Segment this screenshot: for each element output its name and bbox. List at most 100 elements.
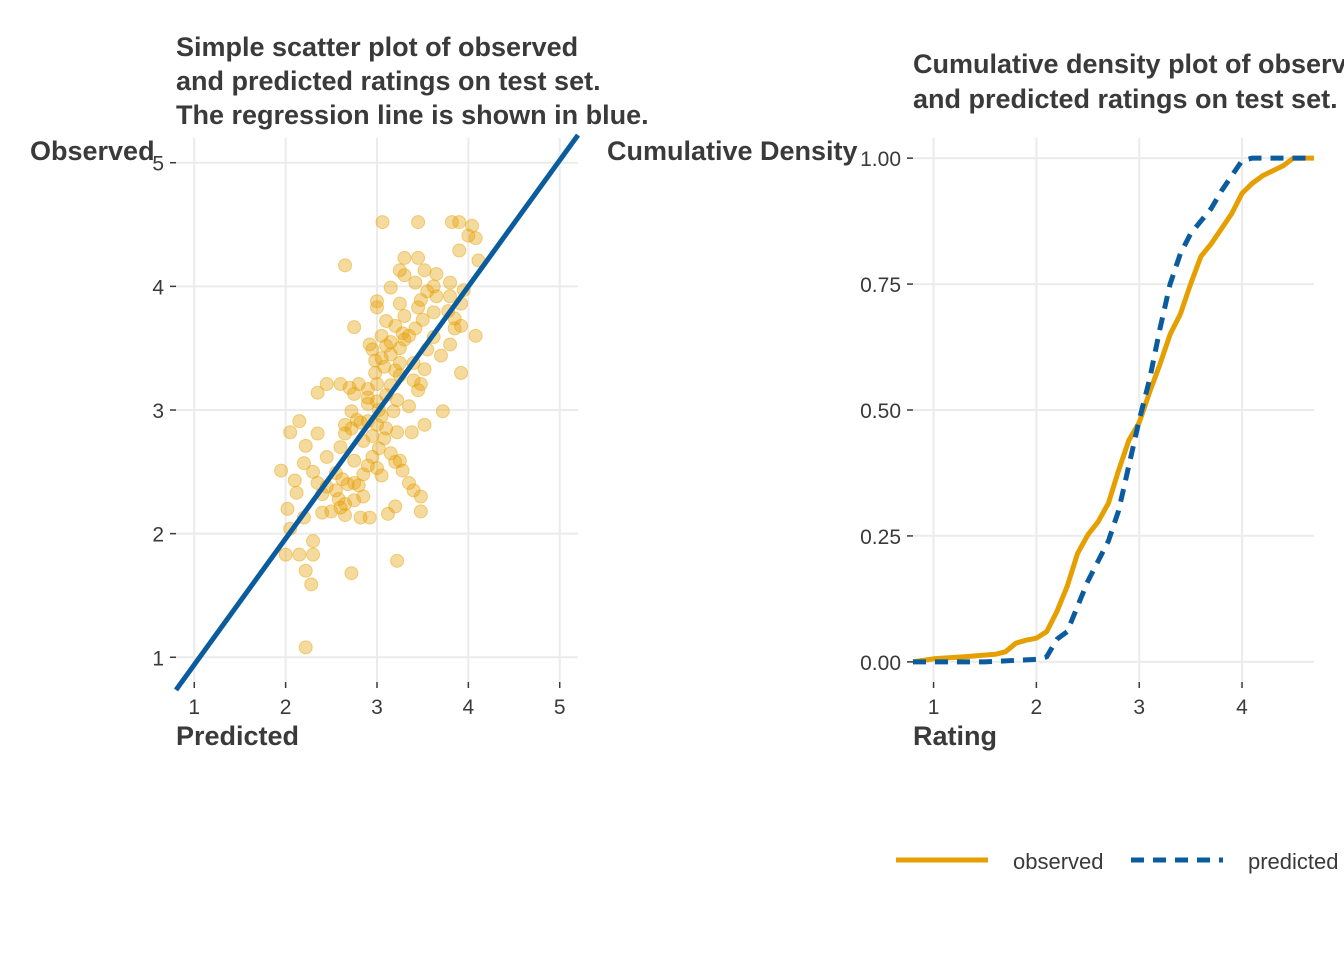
scatter-point	[377, 359, 392, 374]
scatter-point	[292, 547, 307, 562]
ecdf-y-tick-label: 0.75	[860, 274, 901, 297]
ecdf-ticks: 1 2 3 4 0.00 0.25 0.50 0.75 1.00	[860, 148, 1248, 719]
scatter-y-tick-label: 4	[152, 276, 164, 299]
scatter-ticks: 1 2 3 4 5 1 2 3 4 5	[152, 153, 565, 719]
scatter-point	[370, 294, 384, 309]
scatter-point	[452, 243, 467, 258]
scatter-point	[353, 510, 368, 525]
scatter-title-line-3: The regression line is shown in blue.	[176, 100, 649, 130]
ecdf-title-line-2: and predicted ratings on test set.	[913, 84, 1338, 114]
scatter-point	[395, 463, 410, 478]
scatter-point	[380, 506, 395, 521]
scatter-point	[465, 218, 480, 233]
ecdf-y-tick-label: 0.00	[860, 652, 901, 675]
scatter-point	[360, 381, 375, 396]
scatter-point	[417, 362, 432, 377]
scatter-point	[371, 441, 386, 456]
scatter-point	[392, 296, 407, 311]
scatter-point	[468, 328, 483, 343]
scatter-point	[296, 456, 311, 471]
scatter-point	[408, 275, 423, 290]
scatter-point	[298, 438, 313, 453]
scatter-point	[365, 342, 380, 357]
ecdf-y-tick-label: 0.25	[860, 526, 901, 549]
scatter-point	[368, 353, 383, 368]
scatter-point	[306, 534, 321, 549]
scatter-y-axis-title: Observed	[30, 136, 155, 166]
scatter-point	[392, 341, 407, 356]
scatter-point	[401, 475, 416, 490]
scatter-point	[319, 449, 334, 464]
scatter-point	[335, 472, 350, 487]
scatter-point	[310, 385, 325, 400]
scatter-point	[454, 318, 469, 333]
scatter-point	[356, 489, 371, 504]
scatter-x-axis-title: Predicted	[176, 721, 299, 751]
scatter-point	[444, 215, 459, 230]
scatter-point	[383, 280, 398, 295]
legend-label-observed: observed	[1013, 849, 1104, 874]
scatter-point	[411, 300, 426, 315]
scatter-y-tick-label: 5	[152, 153, 164, 176]
scatter-point	[390, 393, 405, 408]
scatter-point	[413, 489, 428, 504]
ecdf-title-line-1: Cumulative density plot of observ	[913, 49, 1344, 79]
ecdf-y-axis-title: Cumulative Density	[607, 136, 858, 166]
scatter-point	[447, 321, 462, 336]
scatter-point	[347, 453, 362, 468]
scatter-point	[404, 425, 419, 440]
scatter-point	[333, 440, 348, 455]
scatter-point	[397, 250, 412, 265]
scatter-point	[344, 421, 359, 436]
scatter-point	[338, 496, 353, 511]
scatter-point	[443, 289, 458, 304]
scatter-point	[347, 386, 362, 401]
scatter-point	[370, 300, 384, 315]
scatter-point	[426, 305, 441, 320]
scatter-y-tick-label: 1	[152, 647, 164, 670]
ecdf-x-tick-label: 2	[1031, 696, 1043, 719]
scatter-point	[362, 510, 377, 525]
scatter-point	[392, 356, 407, 371]
ecdf-panel: Cumulative density plot of observ and pr…	[607, 49, 1344, 751]
scatter-point	[383, 335, 398, 349]
scatter-point	[287, 473, 302, 488]
scatter-title-line-1: Simple scatter plot of observed	[176, 32, 578, 62]
scatter-point	[415, 312, 430, 327]
scatter-point	[435, 404, 450, 419]
scatter-point	[298, 640, 313, 655]
scatter-point	[452, 215, 467, 230]
scatter-point	[411, 383, 426, 398]
ecdf-x-tick-label: 3	[1133, 696, 1145, 719]
scatter-point	[370, 461, 384, 476]
scatter-point	[413, 377, 428, 392]
ecdf-x-tick-label: 1	[928, 696, 940, 719]
scatter-point	[365, 449, 380, 464]
scatter-point	[397, 309, 412, 324]
scatter-point	[349, 412, 364, 427]
scatter-point	[392, 453, 407, 468]
ecdf-grid	[913, 138, 1314, 682]
scatter-point	[278, 547, 293, 562]
ecdf-y-tick-label: 0.50	[860, 400, 901, 423]
scatter-point	[347, 493, 362, 508]
scatter-point	[379, 338, 394, 353]
scatter-point	[338, 508, 353, 523]
scatter-point	[356, 467, 371, 482]
legend: observed predicted	[896, 849, 1339, 874]
scatter-point	[374, 351, 389, 366]
scatter-point	[468, 231, 483, 246]
scatter-point	[298, 563, 313, 578]
scatter-point	[360, 390, 375, 405]
scatter-point	[429, 267, 444, 281]
scatter-point	[315, 505, 330, 520]
scatter-point	[383, 446, 398, 461]
scatter-point	[413, 504, 428, 519]
scatter-point	[390, 425, 405, 440]
scatter-point	[340, 477, 355, 492]
scatter-grid	[176, 138, 578, 682]
scatter-panel: Simple scatter plot of observed and pred…	[30, 32, 649, 751]
scatter-point	[417, 417, 432, 432]
scatter-point	[365, 428, 380, 443]
scatter-point	[454, 365, 469, 380]
